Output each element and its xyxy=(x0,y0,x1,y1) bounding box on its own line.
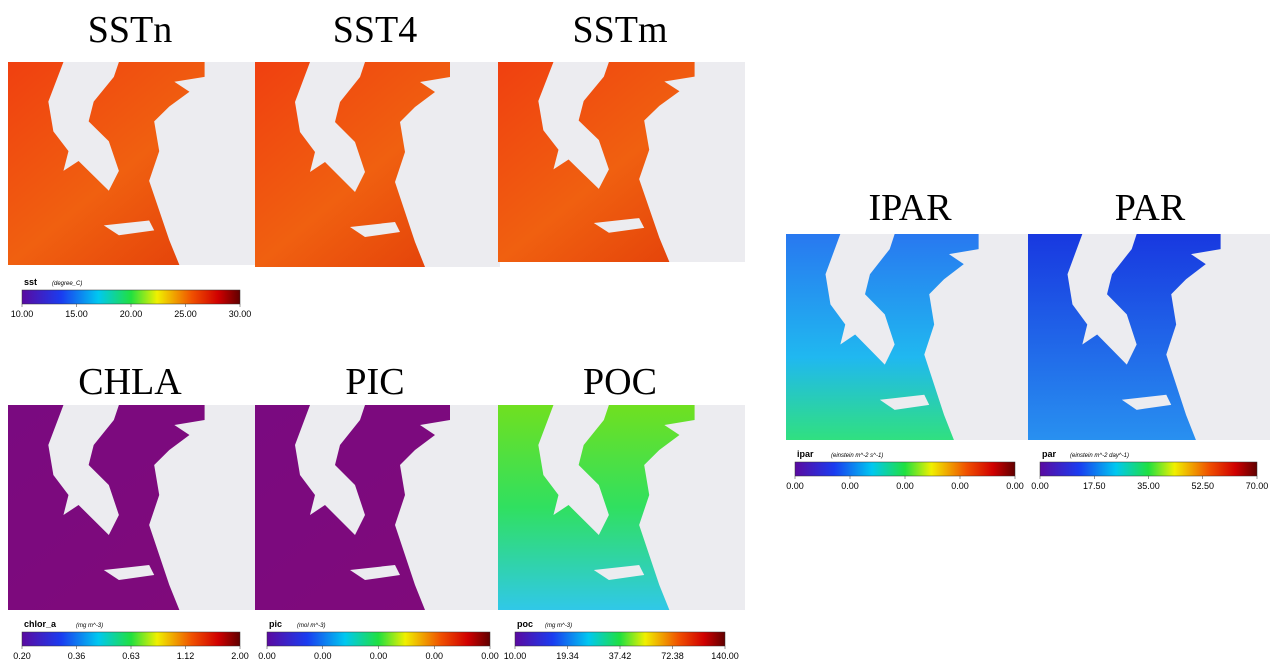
colorbar-variable: sst xyxy=(24,277,37,287)
colorbar-variable: pic xyxy=(269,619,282,629)
map xyxy=(8,405,255,610)
colorbar-variable: ipar xyxy=(797,449,814,459)
map xyxy=(1028,234,1270,440)
panel-title: POC xyxy=(583,361,657,403)
panel-title: SST4 xyxy=(333,9,417,51)
colorbar-tick-label: 35.00 xyxy=(1137,481,1160,491)
colorbar-tick-label: 30.00 xyxy=(229,309,252,319)
map xyxy=(498,405,745,610)
map xyxy=(786,234,1028,440)
colorbar-tick-label: 0.00 xyxy=(370,651,388,661)
colorbar-variable: par xyxy=(1042,449,1057,459)
colorbar-tick-label: 17.50 xyxy=(1083,481,1106,491)
colorbar-tick-label: 72.38 xyxy=(661,651,684,661)
colorbar-tick-label: 0.00 xyxy=(425,651,443,661)
colorbar-tick-label: 0.00 xyxy=(841,481,859,491)
colorbar-tick-label: 19.34 xyxy=(556,651,579,661)
colorbar-tick-label: 140.00 xyxy=(711,651,739,661)
panel-title: IPAR xyxy=(868,187,952,229)
colorbar xyxy=(1039,461,1258,477)
colorbar-tick-label: 0.00 xyxy=(481,651,499,661)
colorbar xyxy=(21,289,241,305)
map xyxy=(498,62,745,262)
panel-title: PAR xyxy=(1115,187,1186,229)
colorbar-units: (mg m^-3) xyxy=(545,623,572,629)
colorbar xyxy=(21,631,241,647)
colorbar-tick-label: 0.00 xyxy=(258,651,276,661)
colorbar-tick-label: 2.00 xyxy=(231,651,249,661)
panel-title: CHLA xyxy=(78,361,182,403)
colorbar-units: (einstein m^-2 day^-1) xyxy=(1070,453,1129,459)
colorbar xyxy=(514,631,726,647)
colorbar-variable: chlor_a xyxy=(24,619,57,629)
map xyxy=(255,62,500,267)
colorbar-tick-label: 10.00 xyxy=(11,309,34,319)
colorbar-units: (mg m^-3) xyxy=(76,623,103,629)
colorbar xyxy=(266,631,491,647)
colorbar-variable: poc xyxy=(517,619,533,629)
maps xyxy=(8,62,1270,610)
colorbar xyxy=(794,461,1016,477)
colorbar-tick-label: 0.00 xyxy=(1006,481,1024,491)
map xyxy=(255,405,500,610)
colorbar-tick-label: 70.00 xyxy=(1246,481,1269,491)
colorbar-tick-label: 20.00 xyxy=(120,309,143,319)
panel-title: SSTn xyxy=(88,9,172,51)
colorbar-units: (mol m^-3) xyxy=(297,623,325,629)
colorbar-tick-label: 0.63 xyxy=(122,651,140,661)
panel-title: PIC xyxy=(345,361,404,403)
colorbar-tick-label: 10.00 xyxy=(504,651,527,661)
colorbar-tick-label: 0.36 xyxy=(68,651,86,661)
colorbar-units: (einstein m^-2 s^-1) xyxy=(831,453,883,459)
map xyxy=(8,62,255,265)
colorbar-tick-label: 1.12 xyxy=(177,651,195,661)
colorbar-tick-label: 37.42 xyxy=(609,651,632,661)
colorbar-tick-label: 0.20 xyxy=(13,651,31,661)
colorbar-tick-label: 15.00 xyxy=(65,309,88,319)
colorbar-tick-label: 0.00 xyxy=(786,481,804,491)
colorbar-tick-label: 25.00 xyxy=(174,309,197,319)
panel-title: SSTm xyxy=(572,9,667,51)
colorbar-tick-label: 0.00 xyxy=(896,481,914,491)
colorbar-tick-label: 0.00 xyxy=(314,651,332,661)
colorbar-tick-label: 0.00 xyxy=(951,481,969,491)
colorbar-tick-label: 0.00 xyxy=(1031,481,1049,491)
colorbar-tick-label: 52.50 xyxy=(1191,481,1214,491)
colorbar-units: (degree_C) xyxy=(52,281,82,287)
